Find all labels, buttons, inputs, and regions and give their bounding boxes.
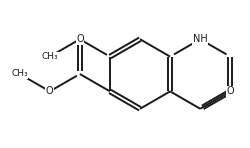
- Text: O: O: [76, 34, 84, 44]
- Text: NH: NH: [193, 34, 208, 44]
- Text: CH₃: CH₃: [11, 70, 28, 78]
- Text: O: O: [76, 34, 84, 44]
- Text: O: O: [46, 86, 54, 96]
- Text: O: O: [226, 86, 234, 96]
- Text: CH₃: CH₃: [42, 52, 58, 61]
